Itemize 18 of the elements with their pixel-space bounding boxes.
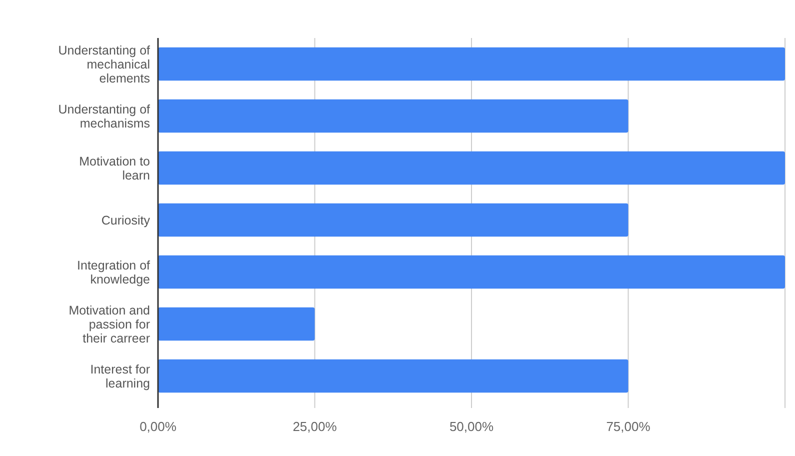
bar [158,359,628,393]
y-tick-label: Understanting of mechanical elements [58,44,151,86]
bar [158,203,628,237]
y-tick-label: Curiosity [101,214,151,228]
bar [158,99,628,133]
x-tick-label: 0,00% [140,419,177,434]
y-tick-label: Understanting of mechanisms [58,102,151,130]
y-tick-label: Motivation to learn [79,154,150,182]
bar [158,151,785,185]
bar [158,307,315,341]
bar [158,255,785,289]
bar [158,47,785,81]
x-tick-label: 50,00% [449,419,494,434]
y-tick-label: Interest for learning [90,362,150,390]
y-tick-label: Integration of knowledge [77,258,151,286]
y-tick-label: Motivation and passion for their carreer [68,304,150,346]
x-tick-label: 75,00% [606,419,651,434]
x-tick-label: 25,00% [292,419,338,434]
